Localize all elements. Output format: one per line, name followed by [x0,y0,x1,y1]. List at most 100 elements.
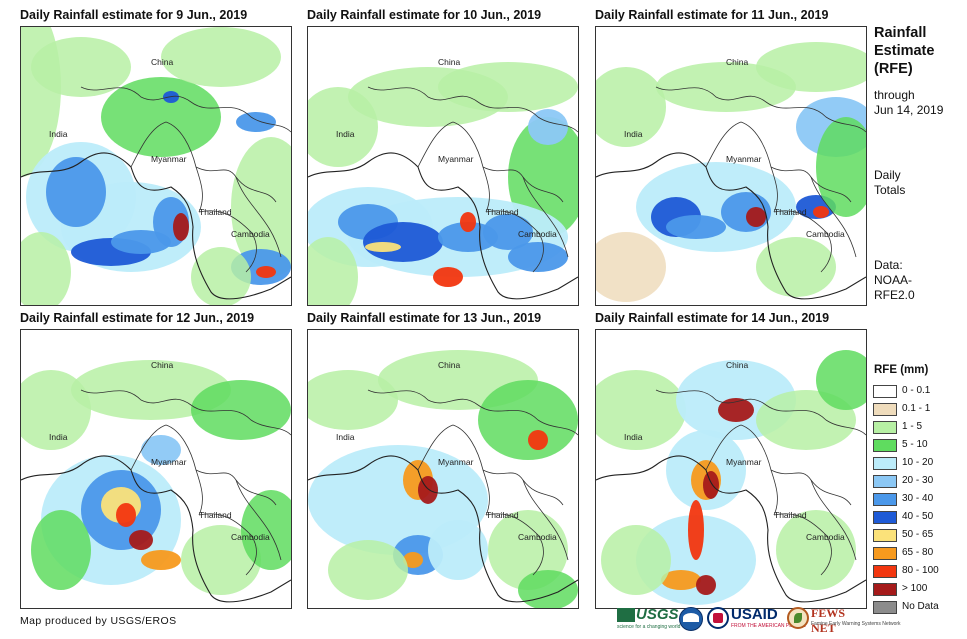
country-border [80,86,291,133]
rainfall-map: China India Myanmar Thailand Cambodia [307,329,579,609]
legend-swatch [873,583,897,596]
legend-label: 50 - 65 [902,529,934,540]
fewsnet-wordmark: FEWS NET [811,606,846,635]
country-border [235,479,282,561]
country-border [130,121,203,213]
rainfall-area [746,207,766,227]
usgs-wordmark: USGS [636,606,679,623]
country-border [773,513,832,576]
rainfall-map-svg: China India Myanmar Thailand Cambodia [21,330,291,608]
country-label: Thailand [486,207,519,217]
rainfall-map-svg: China India Myanmar Thailand Cambodia [308,330,578,608]
totals-line: Daily [874,168,901,182]
rainfall-area [518,570,578,608]
fewsnet-logo: FEWS NET Famine Early Warning Systems Ne… [787,606,901,635]
country-label: Cambodia [518,229,557,239]
rainfall-area [308,370,398,430]
legend-swatch [873,385,897,398]
country-label: India [49,129,68,139]
country-label: China [151,57,173,67]
rainfall-area [666,215,726,239]
country-label: Thailand [774,207,807,217]
panel-title: Daily Rainfall estimate for 9 Jun., 2019 [20,8,248,22]
rainfall-area [111,230,171,254]
legend-item: 0 - 0.1 [873,383,967,400]
rainfall-area [173,213,189,241]
rainfall-area [661,570,701,590]
legend-label: 20 - 30 [902,475,934,486]
legend-item: 80 - 100 [873,563,967,580]
rainfall-area [191,380,291,440]
rainfall-area [813,206,829,218]
rainfall-area [596,370,686,450]
rainfall-area [236,112,276,132]
usaid-tagline: FROM THE AMERICAN PEOPLE [731,623,806,629]
rainfall-map: China India Myanmar Thailand Cambodia [20,329,292,609]
legend-swatch [873,511,897,524]
legend-item: 5 - 10 [873,437,967,454]
noaa-logo [679,607,703,631]
sidebar-title-line: Rainfall [874,25,927,41]
usgs-wave-icon [617,608,635,622]
rainfall-area [428,520,488,580]
data-line: RFE2.0 [874,288,915,302]
legend-swatch [873,547,897,560]
country-label: China [438,57,460,67]
legend-swatch [873,601,897,614]
legend-label: 80 - 100 [902,565,939,576]
fewsnet-emblem-icon [787,607,809,629]
legend-item: 0.1 - 1 [873,401,967,418]
rainfall-area [696,575,716,595]
legend-label: 40 - 50 [902,511,934,522]
rainfall-area [418,476,438,504]
country-label: Myanmar [151,154,187,164]
country-label: China [726,360,748,370]
legend-swatch [873,475,897,488]
legend-swatch [873,439,897,452]
totals-line: Totals [874,183,906,197]
country-label: India [336,432,355,442]
country-label: Thailand [486,510,519,520]
legend-item: > 100 [873,581,967,598]
map-credit: Map produced by USGS/EROS [20,615,177,627]
usgs-logo: USGS science for a changing world [617,606,680,631]
rainfall-area [703,471,719,499]
rainfall-area [328,540,408,600]
rainfall-area [31,37,131,97]
rainfall-map: China India Myanmar Thailand Cambodia [20,26,292,306]
country-border [705,121,778,213]
legend-item: No Data [873,599,967,616]
legend-swatch [873,493,897,506]
rainfall-map-svg: China India Myanmar Thailand Cambodia [596,27,866,305]
panel-title: Daily Rainfall estimate for 12 Jun., 201… [20,311,255,325]
country-label: Myanmar [438,457,474,467]
coastline [21,152,291,300]
panel-title: Daily Rainfall estimate for 10 Jun., 201… [307,8,542,22]
country-border [810,479,857,561]
legend-label: 0 - 0.1 [902,385,931,396]
country-border [655,389,866,436]
rainfall-area [596,232,666,302]
legend-swatch [873,529,897,542]
country-border [367,86,578,133]
legend-item: 30 - 40 [873,491,967,508]
logo-strip: USGS science for a changing world USAID … [617,606,901,635]
legend-swatch [873,421,897,434]
country-label: India [336,129,355,139]
usaid-seal-icon [707,607,729,629]
country-label: Cambodia [806,532,845,542]
rainfall-area [483,214,533,250]
rainfall-area [756,42,866,92]
legend-swatch [873,457,897,470]
country-border [485,210,544,273]
country-border [773,210,832,273]
coastline [21,455,291,603]
rainfall-map: China India Myanmar Thailand Cambodia [595,329,867,609]
country-border [417,121,490,213]
rainfall-area [433,267,463,287]
country-label: Cambodia [231,532,270,542]
legend-label: 1 - 5 [902,421,923,432]
legend-label: No Data [902,601,939,612]
legend-swatch [873,403,897,416]
panel-title: Daily Rainfall estimate for 14 Jun., 201… [595,311,830,325]
